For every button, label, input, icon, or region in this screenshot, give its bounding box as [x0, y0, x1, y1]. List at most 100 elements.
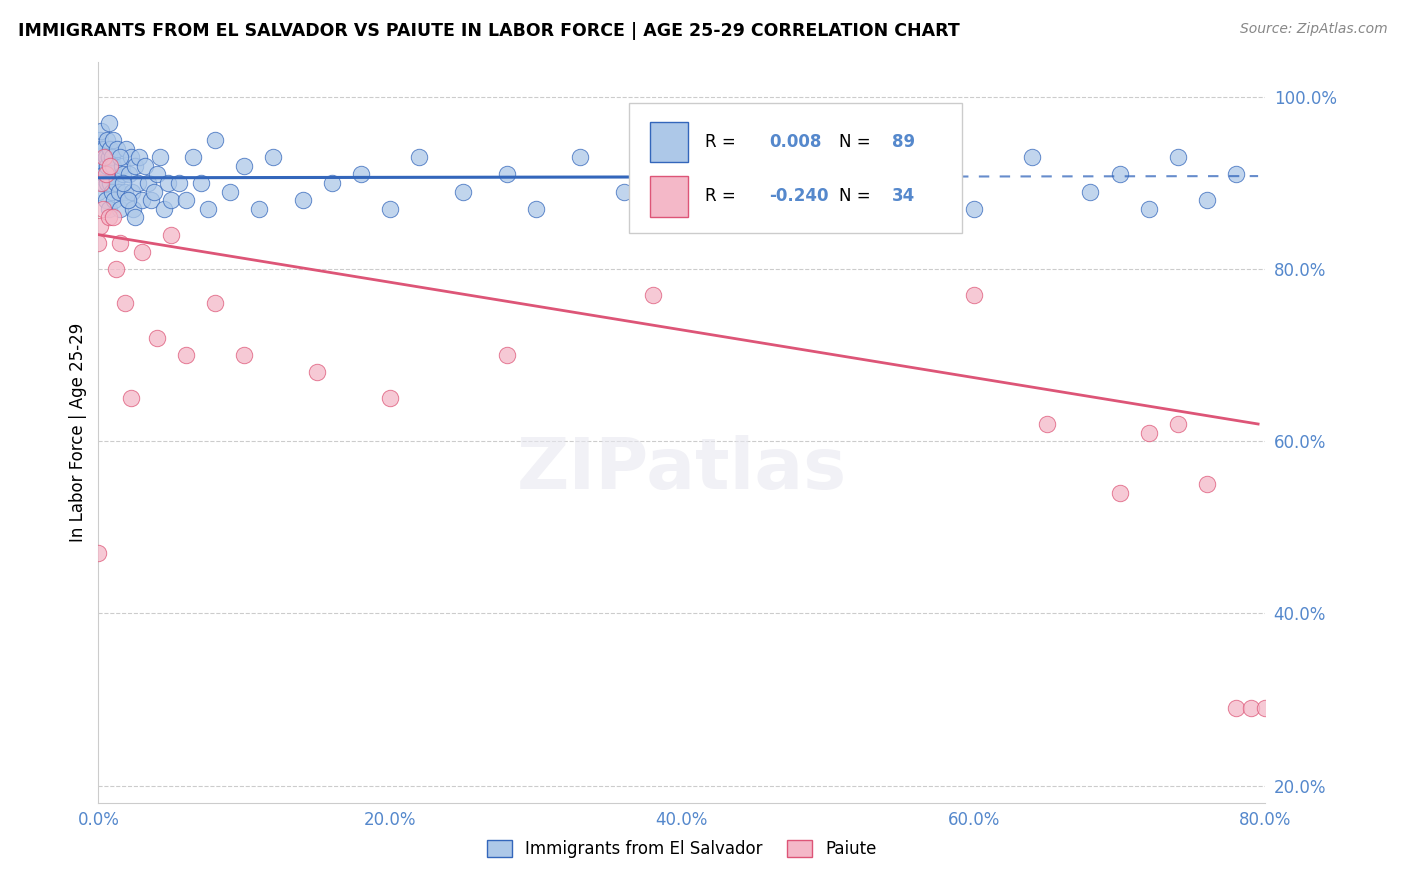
- Point: [1137, 202, 1160, 216]
- Point: [1108, 167, 1130, 181]
- Legend: Immigrants from El Salvador, Paiute: Immigrants from El Salvador, Paiute: [479, 833, 884, 865]
- Point: [451, 185, 474, 199]
- Text: 89: 89: [891, 133, 915, 151]
- Point: [90, 142, 112, 156]
- Point: [91, 159, 114, 173]
- Y-axis label: In Labor Force | Age 25-29: In Labor Force | Age 25-29: [69, 323, 87, 542]
- Point: [124, 159, 146, 173]
- Point: [204, 133, 226, 147]
- Point: [730, 202, 752, 216]
- Point: [93, 150, 115, 164]
- Point: [117, 193, 139, 207]
- Point: [100, 150, 122, 164]
- Point: [149, 150, 172, 164]
- Text: N =: N =: [839, 133, 872, 151]
- Point: [139, 193, 162, 207]
- Point: [174, 193, 197, 207]
- Point: [350, 167, 373, 181]
- Point: [1167, 150, 1189, 164]
- Point: [89, 133, 111, 147]
- Point: [93, 142, 115, 156]
- Text: IMMIGRANTS FROM EL SALVADOR VS PAIUTE IN LABOR FORCE | AGE 25-29 CORRELATION CHA: IMMIGRANTS FROM EL SALVADOR VS PAIUTE IN…: [18, 22, 960, 40]
- Point: [136, 176, 159, 190]
- Point: [124, 211, 146, 225]
- Point: [118, 167, 141, 181]
- Point: [94, 167, 117, 181]
- Point: [174, 348, 197, 362]
- Point: [97, 211, 120, 225]
- Point: [153, 202, 176, 216]
- Point: [91, 202, 114, 216]
- Point: [524, 202, 547, 216]
- FancyBboxPatch shape: [630, 103, 962, 233]
- Point: [91, 176, 114, 190]
- Point: [1080, 185, 1102, 199]
- Text: ZIPatlas: ZIPatlas: [517, 435, 846, 504]
- Point: [97, 150, 120, 164]
- Point: [160, 193, 183, 207]
- Point: [247, 202, 270, 216]
- Point: [100, 185, 122, 199]
- Point: [105, 142, 128, 156]
- Point: [204, 296, 226, 310]
- Point: [104, 176, 127, 190]
- Point: [142, 185, 165, 199]
- Point: [1195, 193, 1218, 207]
- Point: [87, 150, 110, 164]
- Point: [120, 391, 142, 405]
- Point: [787, 150, 810, 164]
- Point: [111, 159, 134, 173]
- Point: [1035, 417, 1057, 431]
- Point: [1108, 486, 1130, 500]
- Point: [90, 176, 112, 190]
- Text: Source: ZipAtlas.com: Source: ZipAtlas.com: [1240, 22, 1388, 37]
- Point: [904, 167, 927, 181]
- Point: [1195, 477, 1218, 491]
- Point: [233, 348, 256, 362]
- Point: [89, 219, 111, 233]
- Point: [1225, 701, 1247, 715]
- Point: [134, 159, 156, 173]
- Point: [128, 150, 150, 164]
- Point: [167, 176, 190, 190]
- Point: [817, 202, 839, 216]
- Point: [98, 159, 121, 173]
- Text: 34: 34: [891, 187, 915, 205]
- Point: [98, 142, 121, 156]
- Point: [1137, 425, 1160, 440]
- Point: [262, 150, 284, 164]
- Point: [380, 202, 402, 216]
- Point: [89, 159, 111, 173]
- Point: [307, 365, 329, 379]
- Point: [108, 185, 131, 199]
- Point: [90, 124, 112, 138]
- Point: [190, 176, 212, 190]
- Point: [612, 185, 634, 199]
- Point: [380, 391, 402, 405]
- Point: [1021, 150, 1043, 164]
- Point: [117, 193, 139, 207]
- Point: [97, 202, 120, 216]
- Point: [157, 176, 180, 190]
- Point: [641, 288, 664, 302]
- Point: [127, 176, 149, 190]
- Point: [87, 236, 110, 251]
- Point: [93, 167, 115, 181]
- Point: [101, 159, 124, 173]
- Text: R =: R =: [706, 187, 741, 205]
- Point: [146, 167, 169, 181]
- Point: [846, 185, 869, 199]
- Point: [671, 167, 693, 181]
- Point: [114, 296, 136, 310]
- Point: [97, 116, 120, 130]
- Point: [112, 167, 135, 181]
- Point: [146, 331, 169, 345]
- Point: [101, 211, 124, 225]
- Point: [122, 202, 145, 216]
- Point: [962, 288, 984, 302]
- Point: [218, 185, 240, 199]
- Point: [1254, 701, 1277, 715]
- Point: [87, 185, 110, 199]
- Point: [94, 150, 117, 164]
- Bar: [651, 121, 688, 162]
